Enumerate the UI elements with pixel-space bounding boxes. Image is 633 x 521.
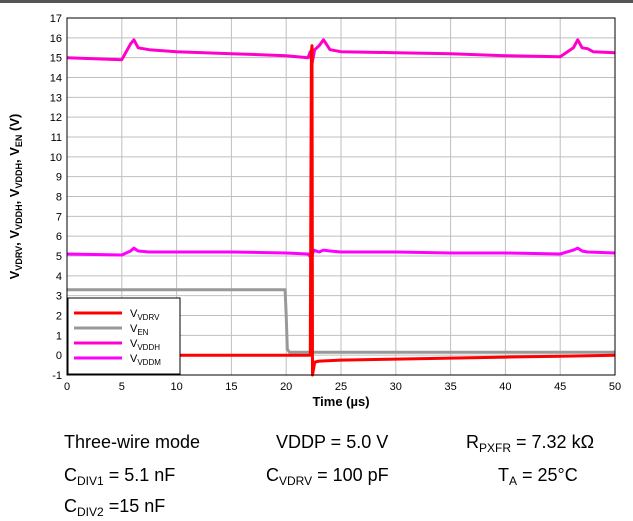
y-axis-label-part: , V [7, 147, 22, 163]
y-tick-label: 6 [56, 231, 62, 243]
x-tick-label: 35 [444, 381, 456, 393]
y-axis-label: VVDRV, VVDDH, VVDDH, VEN (V) [7, 114, 24, 280]
chart: 0 5 10 15 20 25 30 35 40 45 50-1012345678910111213… [0, 0, 633, 409]
y-axis-label-part: VDRV [14, 246, 24, 271]
y-tick-label: 15 [50, 53, 62, 65]
y-tick-label: 3 [56, 291, 62, 303]
y-tick-label: 14 [50, 73, 62, 85]
y-axis-label-part: VDDH [14, 204, 24, 230]
legend-label-vdrv: VVDRV [130, 308, 160, 322]
x-tick-label: 5 [119, 381, 125, 393]
top-border [0, 0, 633, 3]
y-axis-label-part: V [7, 270, 22, 279]
condition-cvdrv: CVDRV = 100 pF [266, 465, 389, 488]
y-tick-label: 11 [51, 132, 62, 144]
condition-ta: TA = 25°C [498, 465, 578, 488]
y-tick-label: 2 [56, 311, 62, 323]
y-tick-label: 8 [56, 192, 62, 204]
legend-label-vddh: VVDDH [130, 338, 160, 352]
series-layer [66, 38, 616, 377]
x-tick-label: 30 [390, 381, 402, 393]
x-tick-label: 45 [554, 381, 566, 393]
series-line-vddm [66, 246, 616, 260]
y-tick-label: 13 [50, 92, 62, 104]
y-tick-label: 12 [50, 112, 62, 124]
legend-label-vddm: VVDDM [130, 353, 161, 367]
x-tick-label: 50 [609, 381, 621, 393]
x-tick-label: 0 [64, 381, 70, 393]
y-tick-label: 10 [50, 152, 62, 164]
y-axis-label-part: , V [7, 188, 22, 204]
y-tick-label: 1 [56, 330, 62, 342]
x-tick-label: 25 [335, 381, 347, 393]
legend-box [67, 297, 181, 375]
series-line-vdrv [67, 44, 616, 377]
y-tick-label: 9 [56, 172, 62, 184]
legend-label-en: VEN [130, 323, 149, 337]
y-tick-label: 4 [56, 271, 62, 283]
series-line-vddh [66, 38, 616, 66]
x-axis-label: Time (µs) [312, 394, 369, 409]
y-tick-label: 7 [56, 211, 62, 223]
y-tick-label: 5 [56, 251, 62, 263]
y-tick-label: 0 [56, 350, 62, 362]
y-tick-label: 16 [50, 33, 62, 45]
y-axis-label-part: , V [7, 230, 22, 246]
condition-mode: Three-wire mode [64, 432, 201, 452]
y-tick-label: 17 [50, 13, 62, 25]
condition-cdiv1: CDIV1 = 5.1 nF [64, 465, 176, 488]
x-tick-label: 10 [170, 381, 182, 393]
tick-labels: 0 5 10 15 20 25 30 35 40 45 50-1012345678910111213… [50, 13, 621, 393]
y-axis-label-part: VDDH [14, 163, 24, 189]
y-axis-label-part: (V) [7, 114, 22, 135]
y-axis-label-part: EN [14, 135, 24, 148]
x-tick-label: 20 [280, 381, 292, 393]
x-tick-label: 40 [499, 381, 511, 393]
y-tick-label: -1 [52, 370, 62, 382]
series-line-en [67, 288, 615, 354]
condition-rpxfr: RPXFR = 7.32 kΩ [466, 432, 595, 455]
x-tick-label: 15 [225, 381, 237, 393]
condition-vddp: VDDP = 5.0 V [276, 432, 389, 452]
plot-frame [66, 17, 616, 376]
condition-cdiv2: CDIV2 =15 nF [64, 496, 166, 519]
